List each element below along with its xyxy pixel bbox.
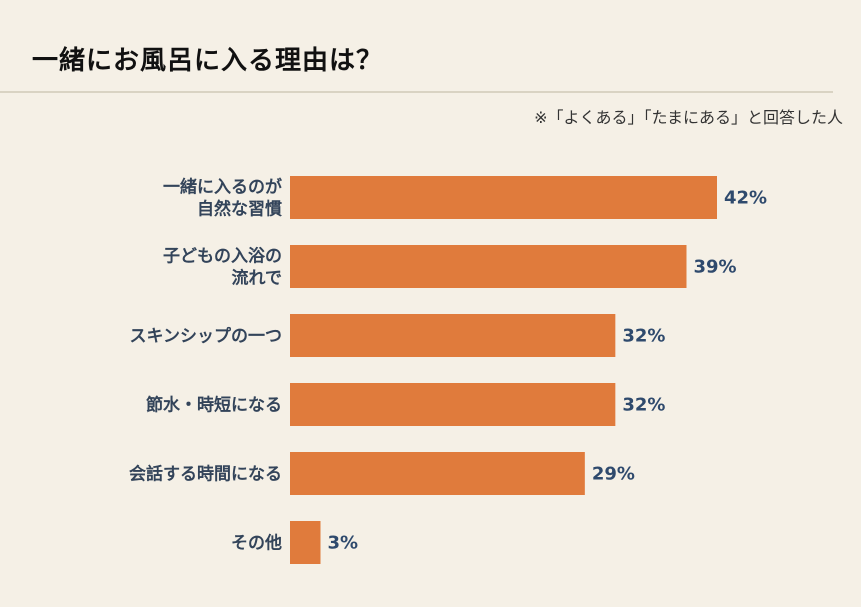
divider: [0, 91, 833, 93]
value-label-2: 32%: [622, 326, 665, 347]
bar-0: [290, 176, 717, 219]
category-label-3: 節水・時短になる: [145, 395, 282, 416]
bar-1: [290, 245, 687, 288]
value-label-4: 29%: [592, 464, 635, 485]
value-label-0: 42%: [724, 188, 767, 209]
page-title: 一緒にお風呂に入る理由は？: [32, 46, 384, 76]
value-label-1: 39%: [694, 257, 737, 278]
bar-4: [290, 452, 585, 495]
value-label-3: 32%: [622, 395, 665, 416]
category-label-2: スキンシップの一つ: [130, 326, 283, 347]
category-label-4: 会話する時間になる: [129, 464, 282, 485]
respondent-note: ※「よくある」「たまにある」と回答した人: [534, 108, 843, 127]
bar-2: [290, 314, 616, 357]
category-label-0-line-1: 自然な習慣: [197, 199, 282, 220]
bar-5: [290, 521, 321, 564]
category-label-5: その他: [231, 533, 282, 554]
category-label-0-line-0: 一緒に入るのが: [163, 177, 282, 198]
bar-3: [290, 383, 616, 426]
value-label-5: 3%: [328, 533, 359, 554]
category-label-1-line-0: 子どもの入浴の: [163, 246, 282, 267]
category-label-1-line-1: 流れで: [232, 268, 283, 289]
